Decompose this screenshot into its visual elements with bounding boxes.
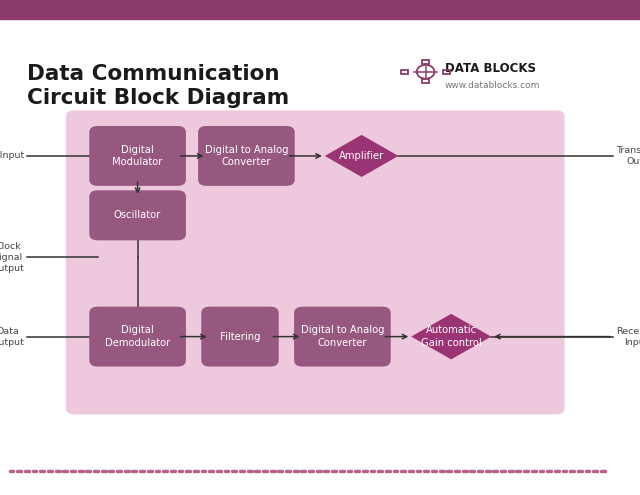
Polygon shape [324,135,398,177]
Text: Receiver
Input: Receiver Input [616,327,640,346]
Bar [443,70,450,74]
Text: www.datablocks.com: www.datablocks.com [445,81,540,90]
Polygon shape [412,314,492,359]
Bar [0,0,640,19]
Text: Amplifier: Amplifier [339,151,384,161]
Text: Filtering: Filtering [220,332,260,342]
Text: Digital to Analog
Converter: Digital to Analog Converter [205,145,288,167]
FancyBboxPatch shape [198,126,295,186]
Text: DATA BLOCKS: DATA BLOCKS [445,62,536,75]
Bar [422,60,429,64]
FancyBboxPatch shape [66,110,564,414]
FancyBboxPatch shape [294,306,390,366]
FancyBboxPatch shape [89,126,186,186]
Text: Transmitter
Output: Transmitter Output [616,146,640,166]
Text: Automatic
Gain control: Automatic Gain control [421,325,481,348]
FancyBboxPatch shape [89,306,186,366]
Text: Digital
Demodulator: Digital Demodulator [105,325,170,348]
Text: Digital to Analog
Converter: Digital to Analog Converter [301,325,384,348]
Bar [422,79,429,84]
Text: Oscillator: Oscillator [114,210,161,220]
FancyBboxPatch shape [89,191,186,241]
Text: Digital
Modulator: Digital Modulator [113,145,163,167]
Text: Clock
Signal
Output: Clock Signal Output [0,242,24,273]
Bar [401,70,408,74]
FancyBboxPatch shape [201,306,279,366]
Text: Data Input: Data Input [0,151,24,160]
Text: Data
Output: Data Output [0,327,24,346]
Text: Data Communication
Circuit Block Diagram: Data Communication Circuit Block Diagram [27,64,289,108]
